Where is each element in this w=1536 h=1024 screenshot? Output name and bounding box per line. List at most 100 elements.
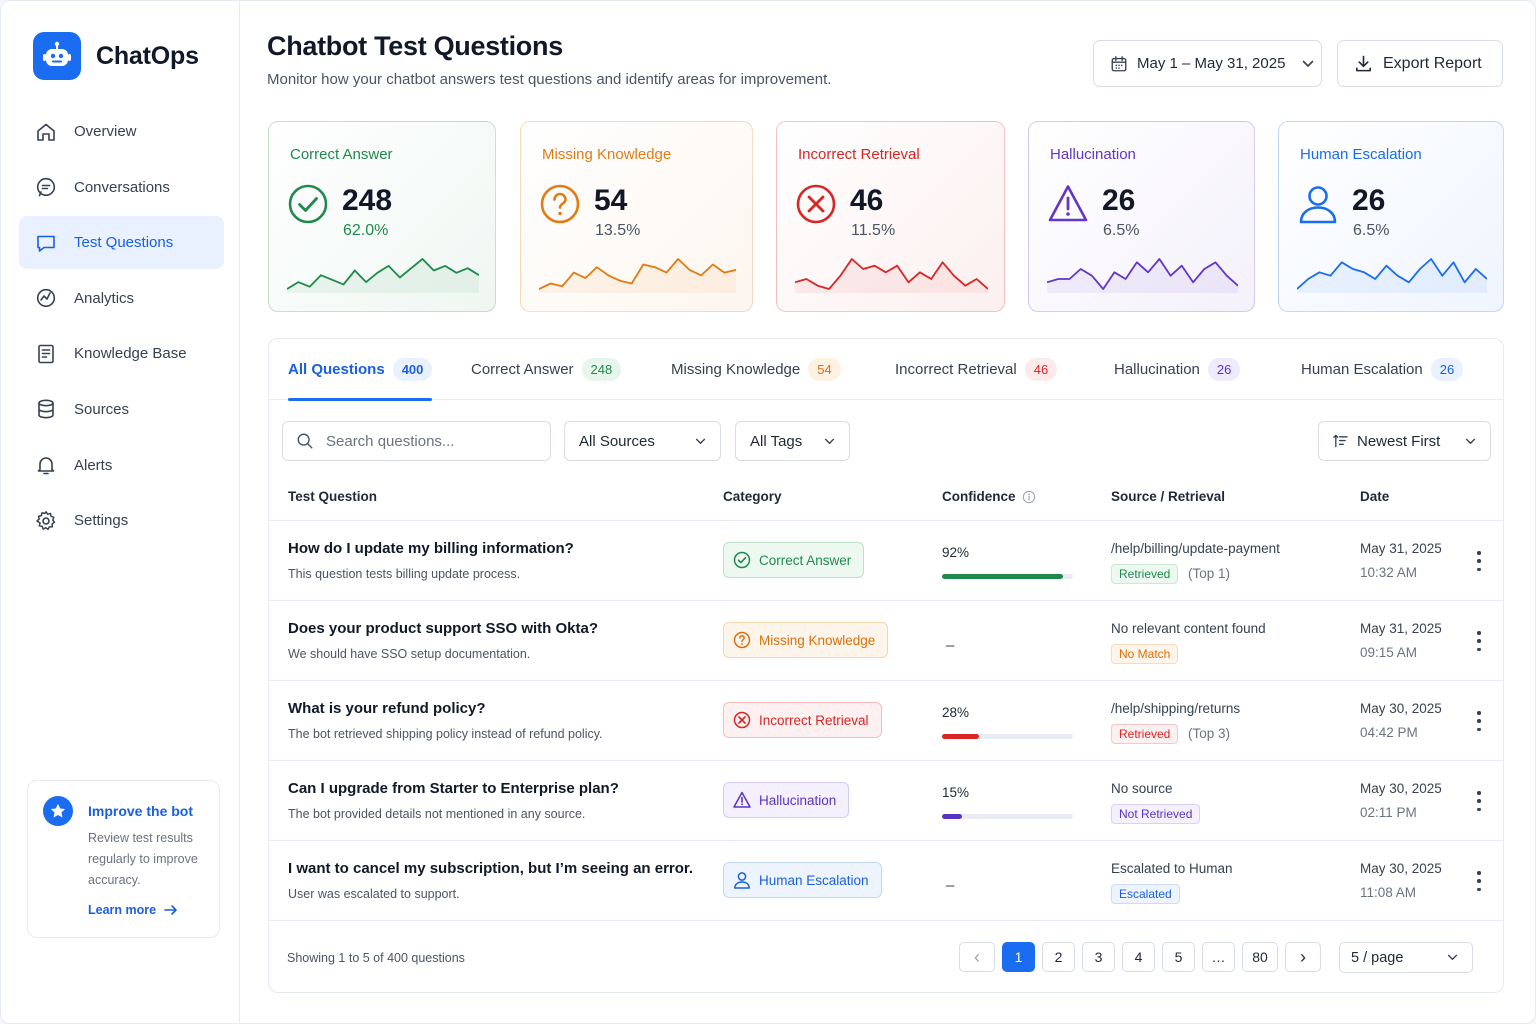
- source-path: No source: [1111, 781, 1173, 796]
- sources-filter[interactable]: All Sources: [564, 421, 721, 461]
- source-path: /help/billing/update-payment: [1111, 541, 1280, 556]
- database-icon: [34, 398, 57, 421]
- sparkline: [287, 258, 479, 293]
- sidebar-item-label: Alerts: [74, 456, 113, 474]
- pagination-prev-button[interactable]: ‹: [959, 942, 995, 972]
- sidebar-item-test-questions[interactable]: Test Questions: [19, 216, 224, 270]
- table-row[interactable]: How do I update my billing information? T…: [269, 521, 1503, 601]
- category-badge[interactable]: Hallucination: [723, 782, 850, 818]
- tags-filter[interactable]: All Tags: [735, 421, 850, 461]
- pagination-next-button[interactable]: ›: [1285, 942, 1321, 972]
- sidebar-item-label: Sources: [74, 400, 130, 418]
- learn-more-link[interactable]: Learn more: [88, 903, 178, 917]
- category-tabs: All Questions 400 Correct Answer 248 Missing…: [269, 339, 1503, 401]
- category-badge[interactable]: Human Escalation: [723, 862, 882, 898]
- question-circle-icon: [539, 183, 581, 225]
- confidence-value: 15%: [942, 785, 970, 800]
- sidebar-item-conversations[interactable]: Conversations: [19, 161, 224, 214]
- sparkline-series: [1297, 258, 1487, 290]
- sidebar-item-knowledge-base[interactable]: Knowledge Base: [19, 327, 224, 380]
- tab-incorrect-retrieval[interactable]: Incorrect Retrieval 46: [895, 339, 1058, 400]
- search-box[interactable]: [282, 421, 551, 461]
- tab-label: Missing Knowledge: [671, 361, 801, 378]
- confidence-bar: [942, 574, 1073, 579]
- pagination-page-button[interactable]: 4: [1122, 942, 1155, 972]
- chat-icon: [34, 176, 57, 199]
- category-badge[interactable]: Incorrect Retrieval: [723, 702, 882, 738]
- more-options-icon[interactable]: [1473, 551, 1485, 571]
- card-label: Hallucination: [1050, 146, 1136, 163]
- column-header-question[interactable]: Test Question: [288, 489, 378, 504]
- tab-correct-answer[interactable]: Correct Answer 248: [471, 339, 622, 400]
- category-label: Hallucination: [759, 792, 837, 808]
- sidebar-item-settings[interactable]: Settings: [19, 494, 224, 547]
- pagination-page-button[interactable]: 2: [1042, 942, 1075, 972]
- pagination-page-button[interactable]: 1: [1002, 942, 1035, 972]
- column-header-category[interactable]: Category: [723, 489, 782, 504]
- sidebar-item-analytics[interactable]: Analytics: [19, 272, 224, 325]
- summary-card-correct-answer[interactable]: Correct Answer 248 62.0%: [268, 121, 496, 312]
- question-description: This question tests billing update proce…: [288, 567, 521, 581]
- category-badge[interactable]: Correct Answer: [723, 542, 865, 578]
- source-path: Escalated to Human: [1111, 861, 1233, 876]
- confidence-empty: –: [946, 877, 955, 894]
- tab-missing-knowledge[interactable]: Missing Knowledge 54: [671, 339, 841, 400]
- sidebar-item-label: Analytics: [74, 289, 135, 307]
- check-circle-icon: [733, 551, 751, 569]
- row-date: May 30, 2025: [1360, 861, 1442, 876]
- confidence-bar-fill: [942, 574, 1063, 579]
- question-circle-icon: [733, 631, 751, 649]
- pagination-page-button[interactable]: 3: [1082, 942, 1115, 972]
- more-options-icon[interactable]: [1473, 631, 1485, 651]
- category-badge[interactable]: Missing Knowledge: [723, 622, 889, 658]
- sidebar-item-overview[interactable]: Overview: [19, 105, 224, 158]
- main-content: Chatbot Test Questions Monitor how your …: [240, 1, 1535, 1023]
- retrieval-status-badge: No Match: [1111, 644, 1179, 664]
- summary-card-hallucination[interactable]: Hallucination 26 6.5%: [1028, 121, 1255, 312]
- info-icon[interactable]: [1022, 490, 1036, 504]
- question-description: The bot provided details not mentioned i…: [288, 807, 586, 821]
- sort-select[interactable]: Newest First: [1318, 421, 1491, 461]
- summary-card-incorrect-retrieval[interactable]: Incorrect Retrieval 46 11.5%: [776, 121, 1005, 312]
- summary-card-human-escalation[interactable]: Human Escalation 26 6.5%: [1278, 121, 1504, 312]
- sparkline: [1297, 258, 1487, 293]
- card-label: Human Escalation: [1300, 146, 1422, 163]
- row-date: May 30, 2025: [1360, 781, 1442, 796]
- message-square-icon: [34, 231, 57, 254]
- brand[interactable]: ChatOps: [33, 32, 199, 80]
- card-percent: 11.5%: [851, 222, 896, 239]
- sidebar-item-sources[interactable]: Sources: [19, 383, 224, 436]
- tab-count-badge: 54: [808, 358, 841, 381]
- more-options-icon[interactable]: [1473, 871, 1485, 891]
- table-row[interactable]: What is your refund policy? The bot retri…: [269, 681, 1503, 761]
- table-row[interactable]: Does your product support SSO with Okta?…: [269, 601, 1503, 681]
- tab-human-escalation[interactable]: Human Escalation 26: [1301, 339, 1464, 400]
- tags-filter-label: All Tags: [750, 432, 803, 450]
- pagination-page-button[interactable]: 80: [1242, 942, 1278, 972]
- confidence-bar-fill: [942, 814, 962, 819]
- page-size-select[interactable]: 5 / page: [1339, 942, 1473, 973]
- sparkline: [539, 258, 736, 293]
- more-options-icon[interactable]: [1473, 711, 1485, 731]
- sparkline-series: [539, 258, 736, 290]
- sparkline-area: [1047, 259, 1238, 293]
- improve-bot-card: Improve the bot Review test results regu…: [27, 780, 220, 938]
- column-header-date[interactable]: Date: [1360, 489, 1390, 504]
- column-header-confidence[interactable]: Confidence: [942, 489, 1036, 504]
- table-row[interactable]: I want to cancel my subscription, but I’…: [269, 841, 1503, 921]
- summary-card-missing-knowledge[interactable]: Missing Knowledge 54 13.5%: [520, 121, 753, 312]
- date-range-picker[interactable]: May 1 – May 31, 2025: [1093, 40, 1322, 87]
- tab-all-questions[interactable]: All Questions 400: [288, 339, 433, 401]
- search-input[interactable]: [326, 432, 536, 450]
- more-options-icon[interactable]: [1473, 791, 1485, 811]
- export-report-button[interactable]: Export Report: [1337, 40, 1503, 87]
- pagination-page-button[interactable]: 5: [1162, 942, 1195, 972]
- chevron-down-icon: [1447, 954, 1458, 961]
- tab-hallucination[interactable]: Hallucination 26: [1114, 339, 1241, 400]
- sidebar-item-alerts[interactable]: Alerts: [19, 439, 224, 492]
- card-label: Incorrect Retrieval: [798, 146, 920, 163]
- tab-label: Hallucination: [1114, 361, 1200, 378]
- table-row[interactable]: Can I upgrade from Starter to Enterprise…: [269, 761, 1503, 841]
- page-title: Chatbot Test Questions: [267, 31, 563, 61]
- column-header-source[interactable]: Source / Retrieval: [1111, 489, 1226, 504]
